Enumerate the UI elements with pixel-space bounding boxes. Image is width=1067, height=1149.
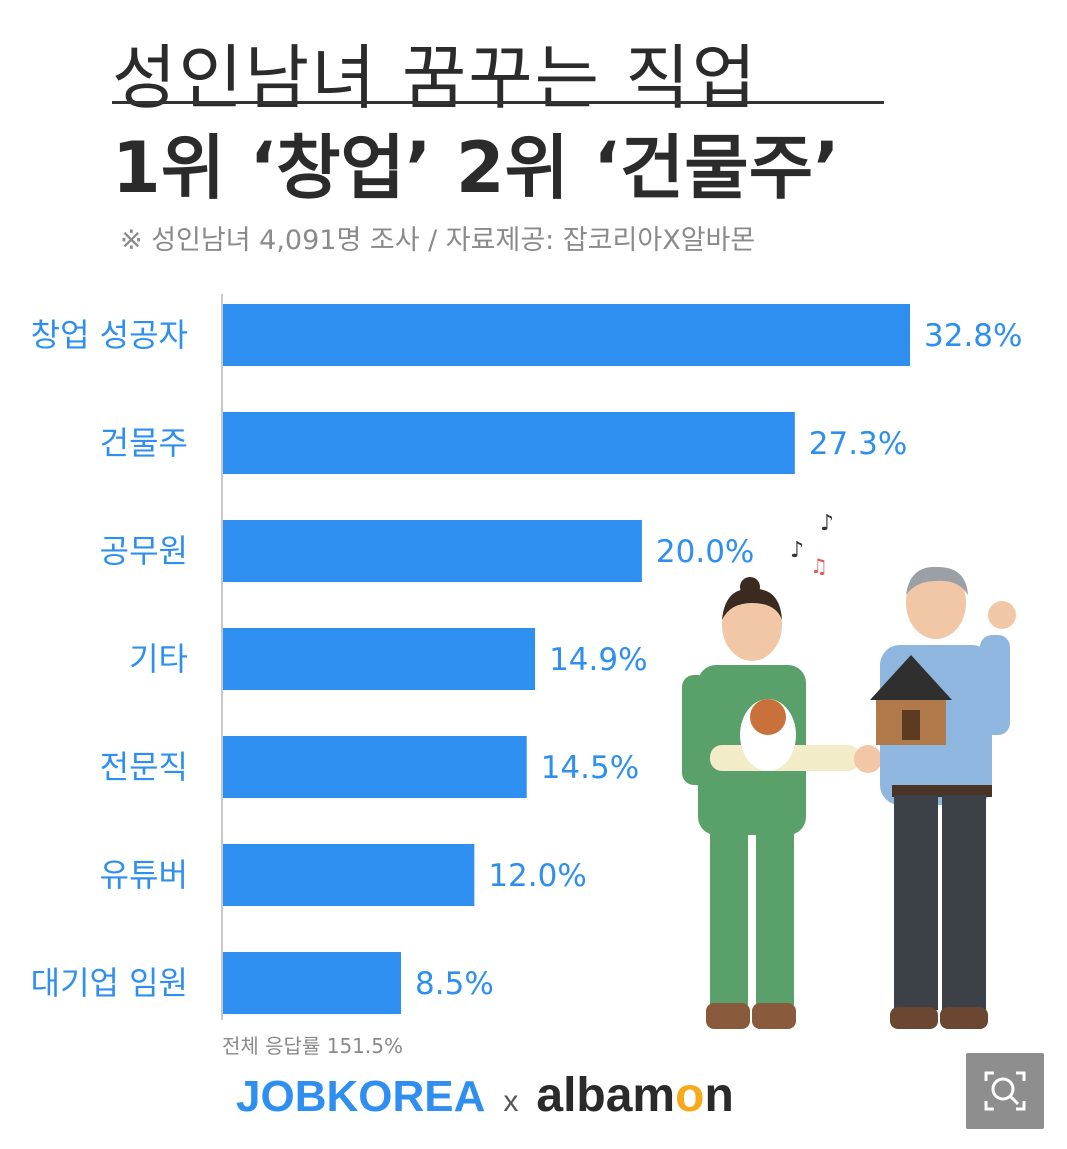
couple-illustration: ♪ ♪ ♫ — [682, 511, 1016, 1029]
albamon-logo-o: o — [675, 1069, 705, 1122]
value-label: 32.8% — [924, 318, 1022, 354]
value-label: 20.0% — [656, 534, 754, 570]
category-label: 건물주 — [100, 424, 188, 462]
value-label: 8.5% — [415, 966, 494, 1002]
albamon-logo-part1: albam — [536, 1069, 676, 1122]
bar — [223, 412, 795, 474]
albamon-logo: albamon — [536, 1068, 733, 1123]
category-label: 공무원 — [100, 532, 188, 570]
zoom-search-icon — [984, 1071, 1026, 1111]
bar — [223, 844, 475, 906]
category-label: 전문직 — [100, 748, 188, 786]
value-label: 12.0% — [488, 858, 586, 894]
category-label: 대기업 임원 — [31, 964, 188, 1002]
category-label: 창업 성공자 — [31, 316, 188, 354]
svg-text:♪: ♪ — [790, 538, 804, 563]
chart-headline: 1위 ‘창업’ 2위 ‘건물주’ — [112, 127, 840, 209]
bar — [223, 736, 527, 798]
bar — [223, 628, 536, 690]
value-label: 14.9% — [549, 642, 647, 678]
brand-footer: JOBKOREA x albamon — [236, 1068, 734, 1128]
category-label: 유튜버 — [100, 856, 188, 894]
chart-subtitle: ※ 성인남녀 4,091명 조사 / 자료제공: 잡코리아X알바몬 — [120, 225, 756, 256]
brand-times-sign: x — [503, 1085, 519, 1118]
chart-title: 성인남녀 꿈꾸는 직업 — [112, 37, 759, 119]
value-label: 27.3% — [809, 426, 907, 462]
category-label: 기타 — [129, 640, 188, 678]
title-underline — [112, 101, 884, 104]
total-response-note: 전체 응답률 151.5% — [222, 1034, 403, 1058]
albamon-logo-part2: n — [704, 1069, 734, 1122]
bar — [223, 952, 402, 1014]
zoom-button[interactable] — [966, 1053, 1044, 1129]
svg-text:♫: ♫ — [810, 554, 828, 578]
value-label: 14.5% — [541, 750, 639, 786]
svg-text:♪: ♪ — [820, 511, 834, 536]
bar — [223, 304, 910, 366]
jobkorea-logo: JOBKOREA — [236, 1072, 486, 1121]
bar — [223, 520, 642, 582]
